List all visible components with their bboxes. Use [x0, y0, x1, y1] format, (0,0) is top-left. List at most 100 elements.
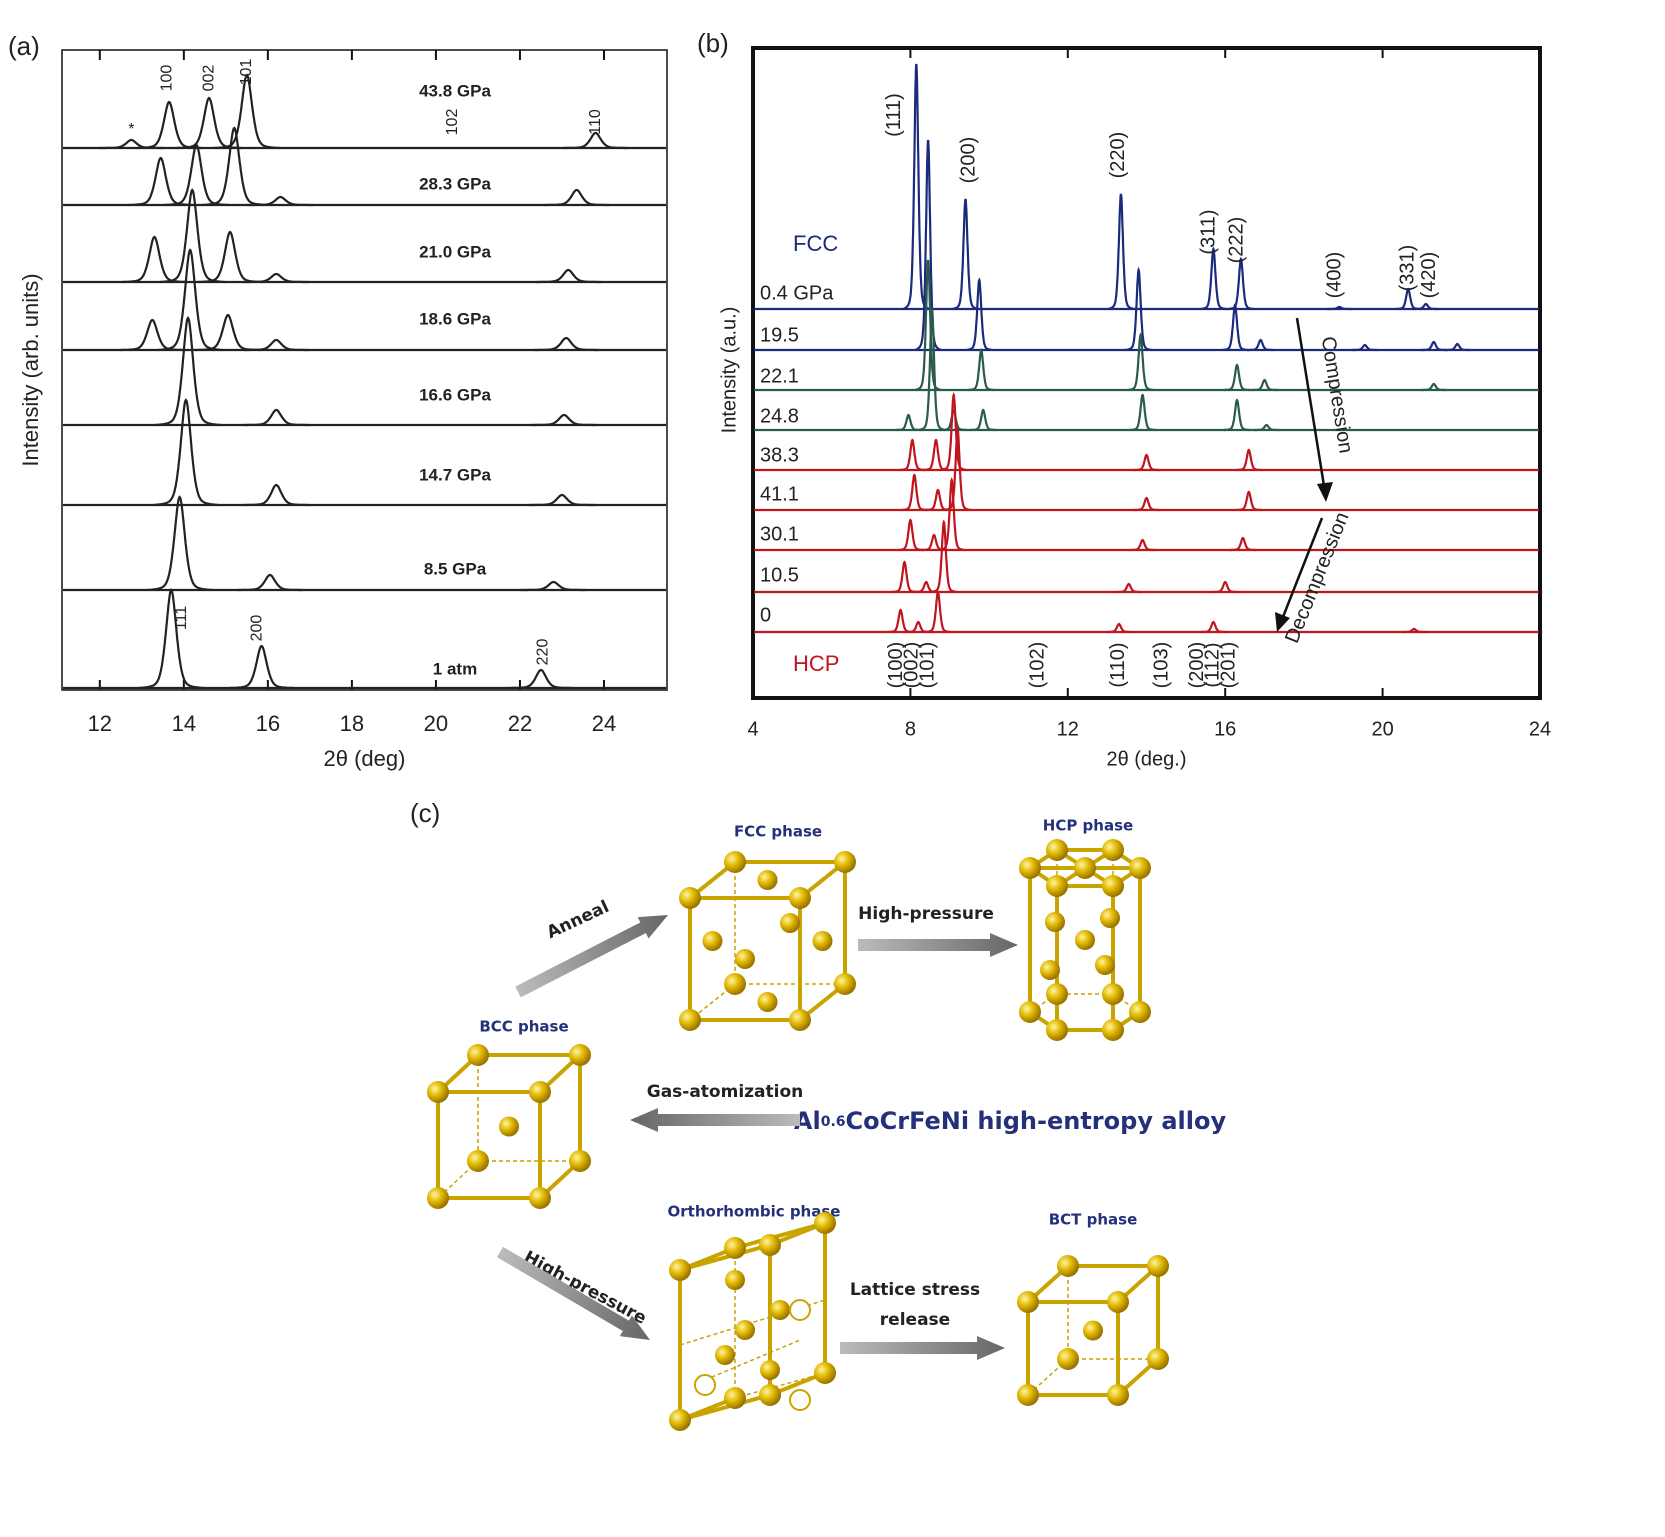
- peak-label: (101): [916, 642, 938, 689]
- peak-label: 220: [534, 639, 551, 666]
- peak: [1224, 398, 1250, 432]
- charts: (a) 12 14 16 18 20 22 24 2θ (deg) Intensity (arb.…: [8, 28, 1551, 771]
- atom: [1102, 983, 1124, 1005]
- atom: [1046, 875, 1068, 897]
- x-tick-label: 24: [1529, 718, 1551, 740]
- trace-label: 8.5 GPa: [424, 559, 487, 578]
- phase-name: BCC phase: [479, 1018, 568, 1036]
- trace-label: 41.1: [760, 483, 799, 505]
- atom: [529, 1081, 551, 1103]
- atom: [759, 1234, 781, 1256]
- trace-label: 24.8: [760, 405, 799, 427]
- atom: [467, 1044, 489, 1066]
- peak-label: (222): [1225, 217, 1247, 264]
- atom: [1046, 983, 1068, 1005]
- atom: [427, 1081, 449, 1103]
- atom: [1045, 912, 1065, 932]
- peak-label: 111: [173, 606, 190, 630]
- peak-label: (201): [1217, 642, 1239, 689]
- process-arrow: [858, 933, 1018, 957]
- peak: [925, 590, 951, 634]
- atom: [789, 1389, 811, 1411]
- atom: [1129, 857, 1151, 879]
- peak: [968, 348, 995, 392]
- atom: [780, 913, 800, 933]
- panel-label: (c): [410, 798, 440, 828]
- atom: [1107, 1291, 1129, 1313]
- y-axis-label: Intensity (arb. units): [18, 273, 43, 466]
- atom: [724, 1237, 746, 1259]
- peak: [905, 620, 932, 634]
- peak: [1420, 382, 1447, 392]
- atom: [770, 1300, 790, 1320]
- panel-label: (a): [8, 31, 40, 61]
- peak: [918, 306, 946, 432]
- peak: [1401, 627, 1428, 634]
- atom: [834, 973, 856, 995]
- trace-label: 43.8 GPa: [419, 81, 491, 100]
- peak: [146, 495, 213, 592]
- process-label: Anneal: [544, 897, 612, 943]
- bond: [1029, 993, 1058, 1013]
- atom: [757, 870, 778, 890]
- atom: [1100, 908, 1120, 928]
- y-axis-label: Intensity (a.u.): [718, 307, 740, 434]
- peak: [940, 392, 967, 472]
- peak: [914, 259, 942, 392]
- atom: [1147, 1348, 1169, 1370]
- peak-label: *: [128, 121, 134, 138]
- peak: [1200, 620, 1227, 634]
- peak: [562, 131, 629, 150]
- phase-name: BCT phase: [1049, 1211, 1138, 1229]
- atom: [1017, 1291, 1039, 1313]
- x-tick-label: 16: [256, 711, 280, 736]
- atom: [669, 1409, 691, 1431]
- atom: [735, 949, 755, 969]
- atom: [1107, 1384, 1129, 1406]
- peak: [901, 473, 928, 512]
- peak-label: (100): [885, 642, 907, 689]
- atom: [812, 931, 833, 951]
- peak: [1129, 538, 1156, 552]
- atom: [1057, 1255, 1079, 1277]
- peak: [966, 277, 993, 352]
- peak: [1107, 193, 1135, 311]
- peak: [1227, 256, 1254, 311]
- peak: [119, 318, 186, 352]
- x-axis-label: 2θ (deg.): [1106, 748, 1186, 770]
- peak: [940, 408, 967, 432]
- peak: [899, 438, 926, 472]
- x-tick-label: 8: [905, 718, 916, 740]
- trace-label: 1 atm: [433, 659, 477, 678]
- peak: [952, 198, 979, 311]
- atom: [679, 1009, 701, 1031]
- peak: [163, 143, 230, 207]
- peak-label: (311): [1198, 209, 1220, 254]
- peak: [243, 483, 309, 507]
- peak: [197, 230, 263, 284]
- trace-label: 16.6 GPa: [419, 385, 491, 404]
- atom: [679, 887, 701, 909]
- bond: [734, 1372, 826, 1399]
- peak: [153, 398, 219, 507]
- x-tick-label: 20: [424, 711, 448, 736]
- peak: [121, 235, 188, 284]
- peak-label: (400): [1324, 252, 1346, 299]
- alloy-part: CoCrFeNi high-entropy alloy: [846, 1107, 1227, 1135]
- atom: [702, 931, 723, 951]
- atom: [569, 1044, 591, 1066]
- atom: [1019, 1001, 1041, 1023]
- peak-label: (331): [1396, 245, 1418, 292]
- peak: [1222, 303, 1249, 352]
- x-tick-label: 14: [172, 711, 196, 736]
- trace-label: 30.1: [760, 523, 799, 545]
- atom: [694, 1374, 716, 1396]
- peak: [247, 195, 314, 207]
- alloy-sub: 0.6: [821, 1114, 846, 1130]
- atom: [499, 1116, 519, 1137]
- arrow-head: [1275, 612, 1290, 632]
- atom: [814, 1362, 836, 1384]
- x-tick-label: 24: [592, 711, 616, 736]
- peak: [155, 316, 221, 427]
- peak-label: (103): [1151, 642, 1173, 689]
